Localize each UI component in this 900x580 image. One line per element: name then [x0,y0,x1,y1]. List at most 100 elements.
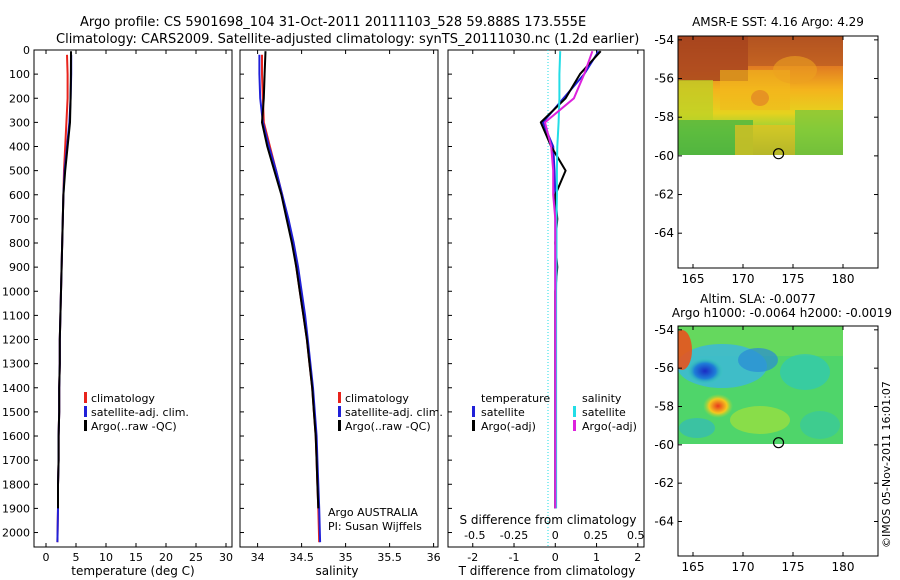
imos-timestamp: ©IMOS 05-Nov-2011 16:01:07 [880,381,893,548]
lat-tick-label: -56 [654,361,674,375]
sla-field [678,326,843,444]
depth-tick-label: 1400 [2,382,30,395]
sla-axes-frame [677,325,879,557]
legend-label-satellite: satellite-adj. clim. [345,406,443,419]
temperature-x-axis: 0 5 10 15 20 25 30 [43,50,233,564]
salinity-x-label: salinity [315,564,358,578]
lon-tick-label: 165 [682,272,705,286]
temperature-series [56,51,73,543]
header-line-1: Argo profile: CS 5901698_104 31-Oct-2011… [80,15,586,30]
legend-swatch-s-argo [573,420,576,431]
legend-label-climatology: climatology [345,392,409,405]
legend-swatch-satellite [84,406,87,417]
lat-tick-label: -60 [654,438,674,452]
lon-tick-label: 170 [732,560,755,574]
argo-programme-label: Argo AUSTRALIA [328,506,418,519]
temperature-axes-frame [33,49,233,548]
depth-tick-label: 1200 [2,334,30,347]
lat-tick-label: -62 [654,188,674,202]
salinity-panel: 34 34.5 35 35.5 36 salinity climatology sate… [239,49,443,578]
argo-float-marker [772,437,785,449]
sst-field [678,36,843,155]
s-difference-label: S difference from climatology [460,513,637,527]
legend-swatch-climatology [84,392,87,403]
s-difference-tick-label: -0.25 [500,529,528,542]
difference-panel: -2 -1 0 1 2 -0.5 -0.25 0 0.25 0.5 S difference f… [447,49,645,578]
lon-tick-label: 175 [782,272,805,286]
temperature-panel: 0100200300400500600700800900100011001200… [2,44,233,578]
lon-tick-label: 170 [732,272,755,286]
x-tick-label: 15 [129,551,143,564]
series-line-temperature-satellite [541,50,600,509]
series-line-argo-raw-qc [57,51,72,509]
depth-tick-label: 1700 [2,454,30,467]
depth-tick-label: 0 [23,44,30,57]
depth-tick-label: 1300 [2,358,30,371]
depth-tick-label: 1000 [2,285,30,298]
header-line-2: Climatology: CARS2009. Satellite-adjuste… [56,32,639,47]
x-tick-label: 2 [634,551,641,564]
lat-tick-label: -64 [654,515,674,529]
x-tick-label: -2 [467,551,478,564]
x-tick-label: 0 [43,551,50,564]
sst-map-axes: 165 170 175 180 -54 -56 -58 -60 -62 -64 [654,33,878,286]
legend-swatch-satellite [338,406,341,417]
salinity-axes-frame [239,49,439,548]
lat-tick-label: -62 [654,476,674,490]
salinity-difference-scale: -0.5 -0.25 0 0.25 0.5 [464,529,644,542]
x-tick-label: 36 [427,551,441,564]
x-tick-label: 1 [593,551,600,564]
depth-tick-label: 600 [9,189,30,202]
legend-title-salinity: salinity [582,392,622,405]
difference-x-axis: -2 -1 0 1 2 [448,49,641,564]
series-line-climatology [261,54,321,543]
difference-legend: temperature satellite Argo(-adj) salinit… [472,392,637,433]
s-difference-tick-label: -0.5 [464,529,485,542]
salinity-x-axis: 34 34.5 35 35.5 36 [240,49,441,564]
legend-label-argo: Argo(..raw -QC) [345,420,431,433]
salinity-series [258,51,322,543]
depth-tick-label: 1500 [2,406,30,419]
temperature-x-label: temperature (deg C) [71,564,194,578]
s-difference-tick-label: 0.25 [583,529,608,542]
lat-tick-label: -54 [654,323,674,337]
lon-tick-label: 175 [782,560,805,574]
legend-label-argo: Argo(..raw -QC) [91,420,177,433]
depth-tick-label: 1900 [2,502,30,515]
sst-map: AMSR-E SST: 4.16 Argo: 4.29 165 170 175 180… [654,15,879,286]
temperature-legend: climatology satellite-adj. clim. Argo(..… [84,392,189,433]
legend-label-t-satellite: satellite [481,406,525,419]
x-tick-label: -1 [509,551,520,564]
sla-map-subtitle: Argo h1000: -0.0064 h2000: -0.0019 [672,306,892,320]
x-tick-label: 0 [552,551,559,564]
lat-tick-label: -56 [654,72,674,86]
x-tick-label: 30 [219,551,233,564]
difference-axes-frame [447,49,645,548]
t-difference-label: T difference from climatology [458,564,636,578]
x-tick-label: 5 [73,551,80,564]
legend-swatch-argo [84,420,87,431]
depth-tick-label: 100 [9,68,30,81]
lat-tick-label: -54 [654,33,674,47]
legend-label-s-satellite: satellite [582,406,626,419]
sla-map-axes: 165 170 175 180 -54 -56 -58 -60 -62 -64 [654,323,878,574]
argo-float-marker [772,148,785,160]
sla-map-title: Altim. SLA: -0.0077 [700,292,816,306]
series-line-salinity-argo-adj [544,50,594,509]
lon-tick-label: 180 [832,272,855,286]
lon-tick-label: 180 [832,560,855,574]
sst-map-title: AMSR-E SST: 4.16 Argo: 4.29 [692,15,864,29]
depth-tick-label: 300 [9,116,30,129]
x-tick-label: 25 [189,551,203,564]
lat-tick-label: -58 [654,110,674,124]
legend-swatch-t-satellite [472,406,475,417]
x-tick-label: 10 [99,551,113,564]
x-tick-label: 35.5 [377,551,402,564]
depth-tick-label: 500 [9,165,30,178]
depth-tick-label: 2000 [2,527,30,540]
depth-tick-label: 400 [9,141,30,154]
depth-tick-label: 1600 [2,430,30,443]
legend-label-t-argo: Argo(-adj) [481,420,536,433]
s-difference-tick-label: 0 [552,529,559,542]
